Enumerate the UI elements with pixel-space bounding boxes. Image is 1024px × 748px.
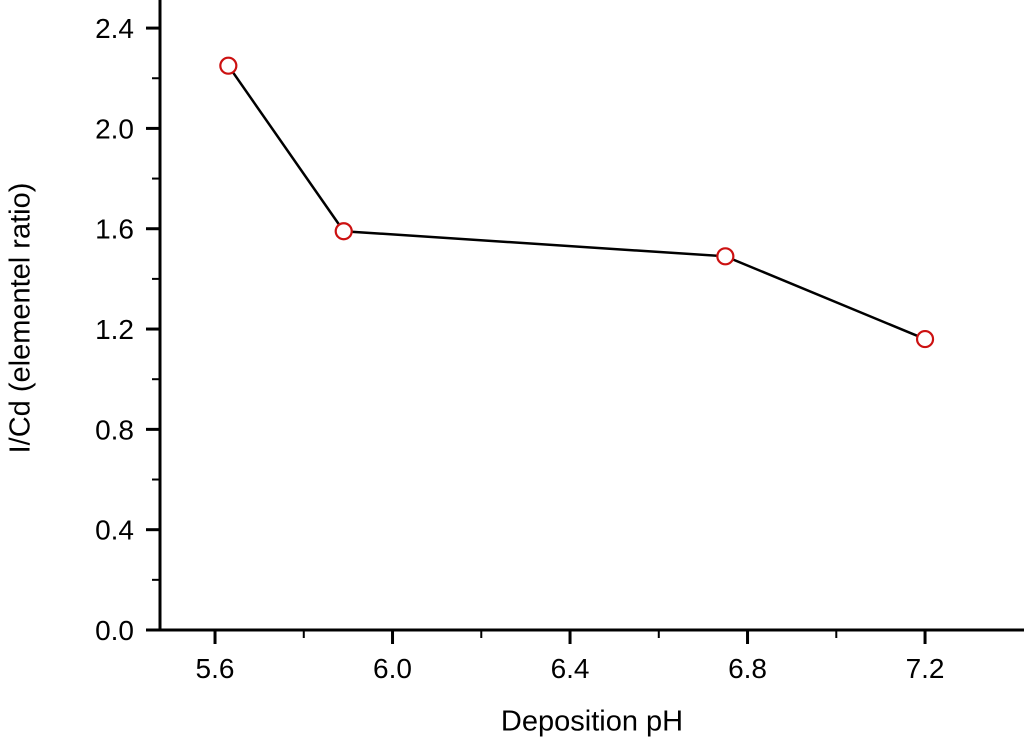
x-tick-label: 6.8: [728, 653, 767, 684]
y-tick-label: 0.8: [95, 414, 134, 445]
x-tick-label: 6.0: [373, 653, 412, 684]
y-tick-label: 2.4: [95, 13, 134, 44]
y-tick-label: 0.4: [95, 515, 134, 546]
data-point-marker: [334, 222, 353, 241]
data-line: [227, 64, 926, 341]
data-point-marker: [915, 329, 935, 349]
data-point-marker: [219, 56, 238, 75]
data-point-marker: [716, 247, 735, 266]
x-tick-label: 7.2: [906, 653, 945, 684]
x-axis-title: Deposition pH: [500, 705, 684, 738]
y-tick-label: 0.0: [95, 615, 134, 646]
x-tick-label: 5.6: [196, 653, 235, 684]
y-tick-label: 1.6: [95, 214, 134, 245]
y-tick-label: 2.0: [95, 113, 134, 144]
x-tick-label: 6.4: [551, 653, 590, 684]
y-axis-title: I/Cd (elementel ratio): [4, 182, 37, 454]
y-tick-label: 1.2: [95, 314, 134, 345]
